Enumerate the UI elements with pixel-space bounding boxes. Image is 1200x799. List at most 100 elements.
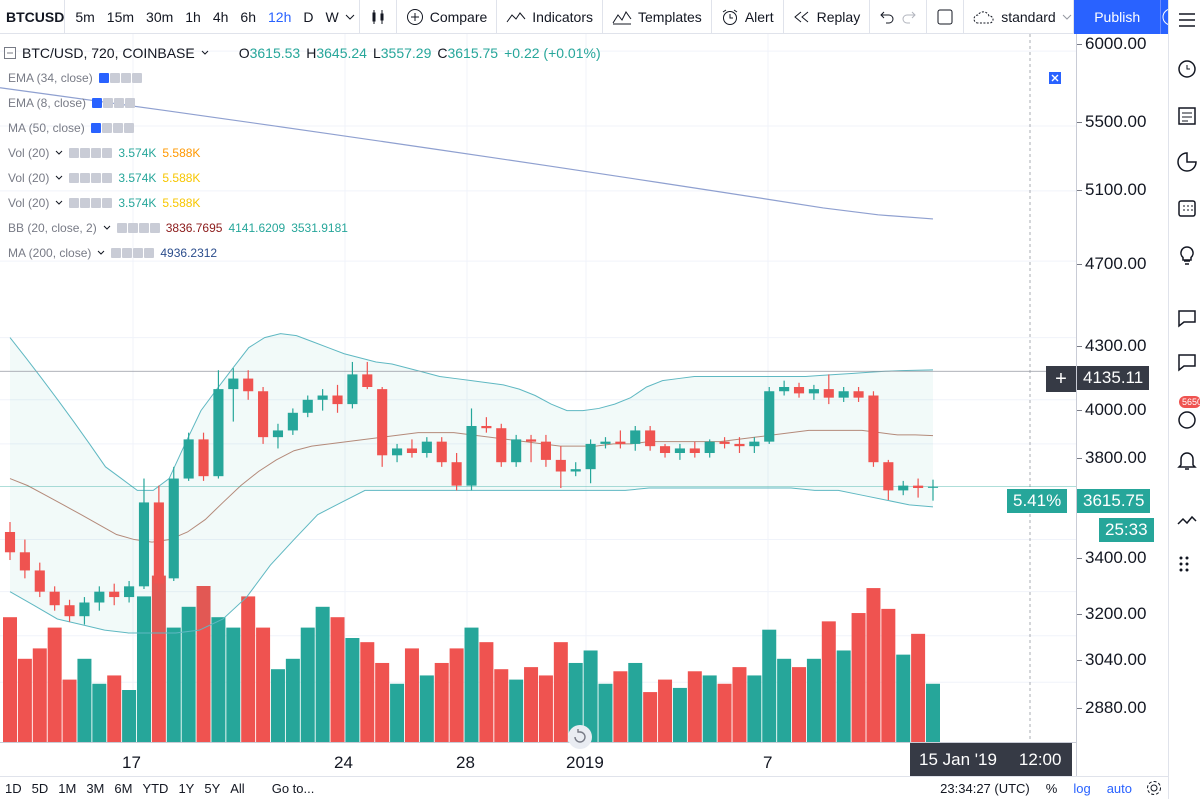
- gear-icon[interactable]: [80, 198, 91, 208]
- reset-scale-icon[interactable]: [567, 724, 593, 750]
- collapse-icon[interactable]: [4, 47, 16, 59]
- close-pane-icon[interactable]: [1049, 72, 1061, 84]
- log-toggle[interactable]: log: [1073, 780, 1091, 796]
- plus-icon[interactable]: [133, 248, 144, 258]
- eye-icon[interactable]: [90, 123, 101, 133]
- time-axis[interactable]: 17 24 28 2019 7 15 Jan '19 12:00: [0, 725, 1076, 776]
- eye-icon[interactable]: [98, 73, 109, 83]
- plus-icon[interactable]: [114, 98, 125, 108]
- streams-icon[interactable]: [1175, 408, 1199, 432]
- indicator-controls[interactable]: [111, 248, 155, 258]
- chevron-down-icon[interactable]: [97, 250, 105, 256]
- utc-clock[interactable]: 23:34:27 (UTC): [940, 780, 1030, 796]
- percent-toggle[interactable]: %: [1045, 780, 1058, 796]
- trading-icon[interactable]: [1175, 508, 1199, 532]
- indicator-controls[interactable]: [116, 223, 160, 233]
- plus-icon[interactable]: [138, 223, 149, 233]
- close-icon[interactable]: [123, 123, 134, 133]
- indicator-name[interactable]: EMA (34, close): [8, 71, 93, 85]
- compare-button[interactable]: Compare: [397, 0, 498, 33]
- gear-icon[interactable]: [103, 98, 114, 108]
- plus-icon[interactable]: [91, 148, 102, 158]
- hotlist-icon[interactable]: [1175, 150, 1199, 174]
- timeframe-6h[interactable]: 6h: [240, 8, 256, 25]
- close-icon[interactable]: [131, 73, 142, 83]
- news-icon[interactable]: [1175, 104, 1199, 128]
- symbol-search[interactable]: BTCUSD: [0, 0, 66, 33]
- close-icon[interactable]: [125, 98, 136, 108]
- close-icon[interactable]: [102, 173, 113, 183]
- indicator-controls[interactable]: [69, 148, 113, 158]
- layout-button[interactable]: standard: [964, 0, 1075, 33]
- eye-icon[interactable]: [69, 198, 80, 208]
- watchlist-icon[interactable]: [1175, 8, 1199, 32]
- goto-button[interactable]: Go to...: [271, 780, 315, 796]
- indicator-name[interactable]: Vol (20): [8, 146, 50, 160]
- plus-icon[interactable]: [91, 173, 102, 183]
- fullscreen-button[interactable]: [927, 0, 965, 33]
- chevron-down-icon[interactable]: [55, 150, 63, 156]
- indicator-name[interactable]: Vol (20): [8, 171, 50, 185]
- price-axis[interactable]: 6000.00 5500.00 5100.00 4700.00 4300.00 …: [1076, 34, 1168, 776]
- symbol-title[interactable]: BTC/USD, 720, COINBASE: [22, 45, 195, 61]
- chat-icon[interactable]: [1175, 306, 1199, 330]
- indicator-name[interactable]: EMA (8, close): [8, 96, 87, 110]
- eye-icon[interactable]: [69, 173, 80, 183]
- eye-icon[interactable]: [116, 223, 127, 233]
- chart-pane[interactable]: BTC/USD, 720, COINBASE O 3615.53 H 3645.24…: [0, 34, 1076, 776]
- indicator-legend-row[interactable]: MA (50, close): [8, 121, 134, 135]
- range-5d[interactable]: 5D: [31, 780, 49, 796]
- timeframe-15m[interactable]: 15m: [106, 8, 135, 25]
- replay-button[interactable]: Replay: [784, 0, 871, 33]
- plus-icon[interactable]: [112, 123, 123, 133]
- close-icon[interactable]: [144, 248, 155, 258]
- plus-icon[interactable]: [120, 73, 131, 83]
- calendar-icon[interactable]: [1175, 196, 1199, 220]
- publish-button[interactable]: Publish: [1074, 0, 1161, 34]
- close-icon[interactable]: [149, 223, 160, 233]
- eye-icon[interactable]: [92, 98, 103, 108]
- timeframe-5m[interactable]: 5m: [75, 8, 95, 25]
- close-icon[interactable]: [102, 198, 113, 208]
- indicator-legend-row[interactable]: EMA (8, close): [8, 96, 136, 110]
- eye-icon[interactable]: [69, 148, 80, 158]
- chart-canvas[interactable]: [0, 34, 1076, 742]
- redo-icon[interactable]: [901, 10, 917, 24]
- range-5y[interactable]: 5Y: [204, 780, 221, 796]
- dots-grid-icon[interactable]: [1175, 552, 1199, 576]
- indicator-legend-row[interactable]: MA (200, close) 4936.2312: [8, 246, 217, 260]
- gear-icon[interactable]: [80, 173, 91, 183]
- range-3m[interactable]: 3M: [86, 780, 105, 796]
- indicator-legend-row[interactable]: Vol (20) 3.574K 5.588K: [8, 146, 200, 160]
- indicator-legend-row[interactable]: Vol (20) 3.574K 5.588K: [8, 196, 200, 210]
- timeframe-W[interactable]: W: [325, 8, 339, 25]
- indicator-name[interactable]: MA (50, close): [8, 121, 85, 135]
- indicator-legend-row[interactable]: BB (20, close, 2) 3836.7695 4141.6209 3531.…: [8, 221, 348, 235]
- indicator-legend-row[interactable]: EMA (34, close): [8, 71, 142, 85]
- indicators-button[interactable]: Indicators: [497, 0, 603, 33]
- timeframe-D[interactable]: D: [303, 8, 314, 25]
- indicator-controls[interactable]: [69, 173, 113, 183]
- auto-toggle[interactable]: auto: [1106, 780, 1132, 796]
- bell-icon[interactable]: [1175, 448, 1199, 472]
- messages-icon[interactable]: [1175, 350, 1199, 374]
- range-1m[interactable]: 1M: [58, 780, 77, 796]
- gear-icon[interactable]: [80, 148, 91, 158]
- crosshair-menu-button[interactable]: +: [1046, 366, 1076, 392]
- range-ytd[interactable]: YTD: [142, 780, 169, 796]
- ideas-icon[interactable]: [1175, 244, 1199, 268]
- indicator-legend-row[interactable]: Vol (20) 3.574K 5.588K: [8, 171, 200, 185]
- gear-icon[interactable]: [101, 123, 112, 133]
- undo-icon[interactable]: [879, 10, 895, 24]
- indicator-controls[interactable]: [90, 123, 134, 133]
- chevron-down-icon[interactable]: [345, 13, 355, 21]
- eye-icon[interactable]: [111, 248, 122, 258]
- timeframe-4h[interactable]: 4h: [212, 8, 229, 25]
- alarm-clock-icon[interactable]: [1175, 56, 1199, 80]
- chevron-down-icon[interactable]: [55, 175, 63, 181]
- plus-icon[interactable]: [91, 198, 102, 208]
- indicator-name[interactable]: MA (200, close): [8, 246, 92, 260]
- alert-button[interactable]: Alert: [712, 0, 784, 33]
- timeframe-1h[interactable]: 1h: [185, 8, 201, 25]
- settings-icon[interactable]: [1146, 780, 1162, 796]
